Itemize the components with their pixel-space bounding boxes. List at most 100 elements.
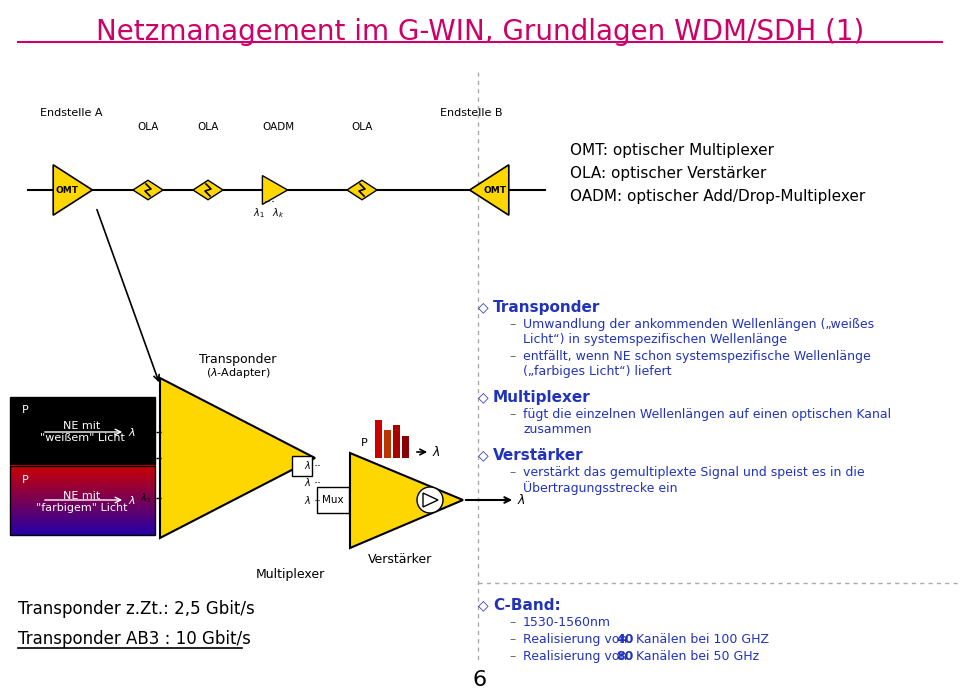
Text: $\lambda$: $\lambda$ <box>128 426 136 438</box>
Text: OLA: OLA <box>351 122 372 132</box>
Bar <box>10 532 155 535</box>
Text: OMT: optischer Multiplexer: OMT: optischer Multiplexer <box>570 143 774 158</box>
Bar <box>10 529 155 532</box>
Text: $\lambda_s$: $\lambda_s$ <box>140 451 152 465</box>
Bar <box>10 480 155 483</box>
Bar <box>10 467 155 469</box>
Bar <box>10 510 155 513</box>
Text: –: – <box>509 466 516 479</box>
Text: OMT: OMT <box>483 185 506 194</box>
Bar <box>10 511 155 514</box>
Bar <box>10 466 155 535</box>
Bar <box>10 482 155 485</box>
Text: Kanälen bei 100 GHZ: Kanälen bei 100 GHZ <box>632 633 769 646</box>
Circle shape <box>417 487 443 513</box>
Text: –: – <box>509 408 516 421</box>
Text: 40: 40 <box>616 633 634 646</box>
Bar <box>10 527 155 530</box>
Bar <box>10 530 155 533</box>
Text: Umwandlung der ankommenden Wellenlängen („weißes
Licht“) in systemspezifischen W: Umwandlung der ankommenden Wellenlängen … <box>523 318 875 346</box>
Bar <box>10 505 155 507</box>
Text: Netzmanagement im G-WIN, Grundlagen WDM/SDH (1): Netzmanagement im G-WIN, Grundlagen WDM/… <box>96 18 864 46</box>
Text: entfällt, wenn NE schon systemspezifische Wellenlänge
(„farbiges Licht“) liefert: entfällt, wenn NE schon systemspezifisch… <box>523 350 871 378</box>
Polygon shape <box>133 180 163 200</box>
Bar <box>10 518 155 521</box>
Bar <box>10 491 155 493</box>
Bar <box>10 479 155 482</box>
Text: $\lambda_1$: $\lambda_1$ <box>253 206 265 220</box>
Polygon shape <box>160 378 315 538</box>
Text: Verstärker: Verstärker <box>368 553 432 566</box>
Bar <box>10 501 155 504</box>
Text: P: P <box>22 405 29 415</box>
Polygon shape <box>469 164 509 215</box>
Bar <box>10 503 155 506</box>
Bar <box>10 465 155 468</box>
Polygon shape <box>193 180 223 200</box>
Text: $\lambda$: $\lambda$ <box>128 494 136 506</box>
Text: ◇: ◇ <box>478 300 489 314</box>
Bar <box>10 514 155 516</box>
Bar <box>10 520 155 523</box>
Polygon shape <box>262 176 288 205</box>
Text: NE mit
"weißem" Licht: NE mit "weißem" Licht <box>39 421 125 443</box>
Text: $\lambda$: $\lambda$ <box>303 459 311 471</box>
Bar <box>10 468 155 471</box>
Text: –: – <box>509 650 516 663</box>
Bar <box>10 470 155 473</box>
Polygon shape <box>53 164 92 215</box>
Text: ◇: ◇ <box>478 448 489 462</box>
Text: $\lambda$: $\lambda$ <box>432 445 441 459</box>
Text: OMT: OMT <box>56 185 79 194</box>
Text: –: – <box>509 318 516 331</box>
Bar <box>10 486 155 489</box>
Bar <box>10 494 155 497</box>
Text: 6: 6 <box>473 670 487 690</box>
Bar <box>10 517 155 520</box>
Bar <box>10 498 155 500</box>
Text: Transponder z.Zt.: 2,5 Gbit/s: Transponder z.Zt.: 2,5 Gbit/s <box>18 600 254 618</box>
Text: 80: 80 <box>616 650 634 663</box>
Text: OADM: optischer Add/Drop-Multiplexer: OADM: optischer Add/Drop-Multiplexer <box>570 189 865 204</box>
Bar <box>10 525 155 528</box>
Bar <box>10 472 155 475</box>
Text: 1530-1560nm: 1530-1560nm <box>523 616 611 629</box>
Bar <box>10 475 155 478</box>
Text: $\lambda$: $\lambda$ <box>303 476 311 488</box>
Text: ...: ... <box>264 192 276 205</box>
Text: ◇: ◇ <box>478 390 489 404</box>
Bar <box>10 515 155 518</box>
Bar <box>10 473 155 476</box>
Bar <box>384 430 391 458</box>
Bar <box>393 425 400 458</box>
Text: P: P <box>361 438 368 448</box>
Bar <box>10 496 155 499</box>
Text: $\lambda_k$: $\lambda_k$ <box>272 206 284 220</box>
Text: $\lambda_s$: $\lambda_s$ <box>140 425 152 439</box>
Text: OLA: optischer Verstärker: OLA: optischer Verstärker <box>570 166 766 181</box>
Text: Multiplexer: Multiplexer <box>255 568 324 581</box>
Text: Kanälen bei 50 GHz: Kanälen bei 50 GHz <box>632 650 758 663</box>
Bar <box>402 436 409 458</box>
Bar <box>10 397 155 465</box>
Bar <box>10 489 155 492</box>
Text: Multiplexer: Multiplexer <box>493 390 590 405</box>
Text: Realisierung von: Realisierung von <box>523 650 632 663</box>
Bar <box>292 456 312 476</box>
Text: Realisierung von: Realisierung von <box>523 633 632 646</box>
Text: Transponder AB3 : 10 Gbit/s: Transponder AB3 : 10 Gbit/s <box>18 630 251 648</box>
Bar <box>10 477 155 480</box>
Bar <box>10 487 155 490</box>
Text: fügt die einzelnen Wellenlängen auf einen optischen Kanal
zusammen: fügt die einzelnen Wellenlängen auf eine… <box>523 408 891 436</box>
Text: –: – <box>509 350 516 363</box>
Polygon shape <box>347 180 377 200</box>
Bar <box>10 508 155 511</box>
Text: $\lambda$: $\lambda$ <box>517 493 526 507</box>
Text: Endstelle A: Endstelle A <box>40 108 103 118</box>
Bar <box>10 524 155 526</box>
Bar <box>375 420 382 458</box>
Text: OLA: OLA <box>198 122 219 132</box>
Text: $\lambda_s$: $\lambda_s$ <box>140 491 152 505</box>
Bar <box>10 507 155 509</box>
Text: C-Band:: C-Band: <box>493 598 561 613</box>
